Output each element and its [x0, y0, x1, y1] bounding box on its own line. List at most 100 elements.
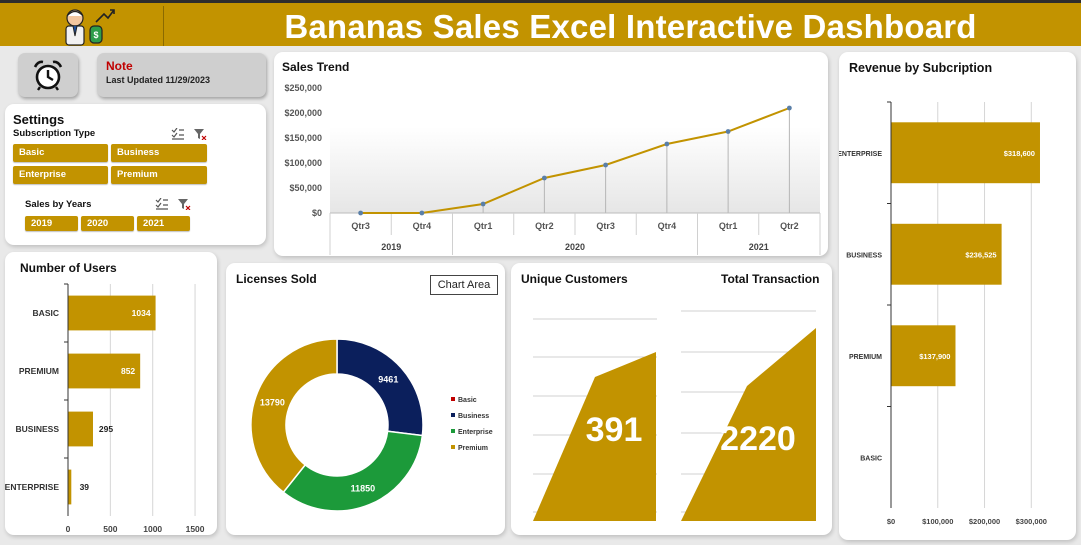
- slicer-enterprise[interactable]: Enterprise: [13, 166, 108, 184]
- y-tick-label: $0: [312, 208, 322, 218]
- legend-swatch: [451, 413, 455, 417]
- clear-filter-icon[interactable]: [193, 128, 207, 140]
- multi-select-icon[interactable]: [155, 198, 169, 210]
- x-tick-label: Qtr1: [719, 221, 738, 231]
- x-tick-label: Qtr2: [535, 221, 554, 231]
- licenses-card: Licenses Sold 094611185013790BasicBusine…: [226, 263, 505, 535]
- legend-label: Premium: [458, 445, 488, 452]
- sales-trend-chart: $0 $50,000 $100,000 $150,000 $200,000 $250,00…: [284, 83, 821, 255]
- note-box: Note Last Updated 11/29/2023: [97, 53, 266, 97]
- years-slicer-label: Sales by Years: [25, 199, 92, 210]
- bar-value-label: $137,900: [919, 352, 950, 361]
- sales-point: [419, 210, 425, 216]
- category-label: BASIC: [860, 455, 882, 462]
- total-transaction-area: [681, 328, 816, 521]
- sales-point: [541, 175, 547, 181]
- users-card: Number of Users 0 500 1000 1500 BASIC 1034 PRE…: [5, 252, 217, 535]
- slicer-business[interactable]: Business: [111, 144, 207, 162]
- x-tick-label: 1000: [143, 524, 162, 534]
- settings-panel: Settings Subscription Type Basic Busines…: [5, 104, 266, 245]
- sales-point: [786, 105, 792, 111]
- x-tick-label: 1500: [186, 524, 205, 534]
- slice-premium: [250, 338, 338, 494]
- y-tick-label: $200,000: [284, 108, 322, 118]
- svg-text:$: $: [93, 30, 98, 40]
- licenses-title: Licenses Sold: [236, 272, 317, 286]
- category-label: ENTERPRISE: [839, 151, 882, 158]
- slice-business: [336, 338, 424, 437]
- bar-business: [891, 223, 1002, 285]
- slicer-year-2021[interactable]: 2021: [137, 216, 190, 231]
- legend-swatch: [451, 397, 455, 401]
- legend-swatch: [451, 429, 455, 433]
- slice-label: 11850: [351, 483, 376, 493]
- total-transaction-value: 2220: [720, 420, 796, 458]
- x-tick-label: 0: [66, 524, 71, 534]
- revenue-chart: $0 $100,000 $200,000 $300,000 ENTERPRISE $318…: [839, 101, 1047, 526]
- unique-customers-title: Unique Customers: [521, 272, 628, 286]
- bar-value-label: 295: [99, 424, 113, 434]
- bar-value-label: 852: [121, 366, 135, 376]
- x-group-label: 2020: [565, 242, 585, 252]
- legend-swatch: [451, 445, 455, 449]
- bar-premium: [68, 353, 141, 389]
- y-tick-label: $100,000: [284, 158, 322, 168]
- sales-point: [358, 210, 364, 216]
- legend-label: Enterprise: [458, 429, 493, 436]
- revenue-title: Revenue by Subcription: [849, 61, 993, 75]
- bar-business: [68, 411, 93, 447]
- category-label: PREMIUM: [19, 366, 59, 376]
- slice-enterprise: [282, 430, 424, 512]
- refresh-clock-button[interactable]: [18, 53, 78, 97]
- slicer-year-2020[interactable]: 2020: [81, 216, 134, 231]
- slice-label: 9461: [378, 375, 398, 385]
- businessman-money-icon: $: [65, 9, 115, 46]
- legend-label: Basic: [458, 397, 477, 404]
- y-tick-label: $150,000: [284, 133, 322, 143]
- kpi-area-charts: 391 2220: [533, 310, 816, 521]
- sales-trend-line: [360, 107, 790, 214]
- header-banner: $ Bananas Sales Excel Interactive Dashbo…: [0, 0, 1081, 46]
- plot-background: [330, 127, 820, 213]
- bar-value-label: 39: [80, 482, 90, 492]
- bar-value-label: $318,600: [1004, 149, 1035, 158]
- sales-trend-card: Sales Trend $0 $50,000 $100,000 $150,000 $20…: [274, 52, 828, 256]
- x-group-label: 2019: [381, 242, 401, 252]
- slice-label: 13790: [260, 397, 285, 407]
- x-tick-label: 500: [103, 524, 117, 534]
- category-label: BUSINESS: [16, 424, 60, 434]
- settings-title: Settings: [13, 112, 65, 127]
- users-chart: 0 500 1000 1500 BASIC 1034 PREMIUM 852 BUSINESS 2…: [5, 283, 205, 534]
- unique-customers-area: [533, 352, 656, 521]
- bar-premium: [891, 325, 956, 387]
- alarm-clock-icon: [33, 60, 63, 91]
- slicer-basic[interactable]: Basic: [13, 144, 108, 162]
- multi-select-icon[interactable]: [171, 128, 185, 140]
- legend-label: Business: [458, 413, 489, 420]
- x-tick-label: $100,000: [922, 517, 953, 526]
- slicer-premium[interactable]: Premium: [111, 166, 207, 184]
- revenue-card: Revenue by Subcription $0 $100,000 $200,00…: [839, 52, 1076, 540]
- x-tick-label: $300,000: [1016, 517, 1047, 526]
- x-tick-label: Qtr2: [780, 221, 799, 231]
- category-label: BASIC: [33, 308, 59, 318]
- sales-point: [603, 162, 609, 168]
- bar-value-label: $236,525: [965, 250, 996, 259]
- note-title: Note: [106, 59, 133, 73]
- x-tick-label: Qtr4: [413, 221, 432, 231]
- x-tick-label: Qtr3: [596, 221, 615, 231]
- bar-enterprise: [68, 469, 72, 505]
- slicer-year-2019[interactable]: 2019: [25, 216, 78, 231]
- x-tick-label: Qtr3: [351, 221, 370, 231]
- customers-transactions-card: Unique Customers Total Transaction 391 2…: [511, 263, 832, 535]
- sales-point: [664, 141, 670, 147]
- sales-point: [725, 129, 731, 134]
- clear-filter-icon[interactable]: [177, 198, 191, 210]
- x-tick-label: $0: [887, 517, 895, 526]
- x-tick-label: Qtr4: [658, 221, 677, 231]
- x-group-label: 2021: [749, 242, 769, 252]
- subscription-slicer-label: Subscription Type: [13, 128, 96, 139]
- total-transaction-title: Total Transaction: [721, 272, 820, 286]
- bar-value-label: 1034: [132, 308, 151, 318]
- bar-basic: [68, 295, 156, 331]
